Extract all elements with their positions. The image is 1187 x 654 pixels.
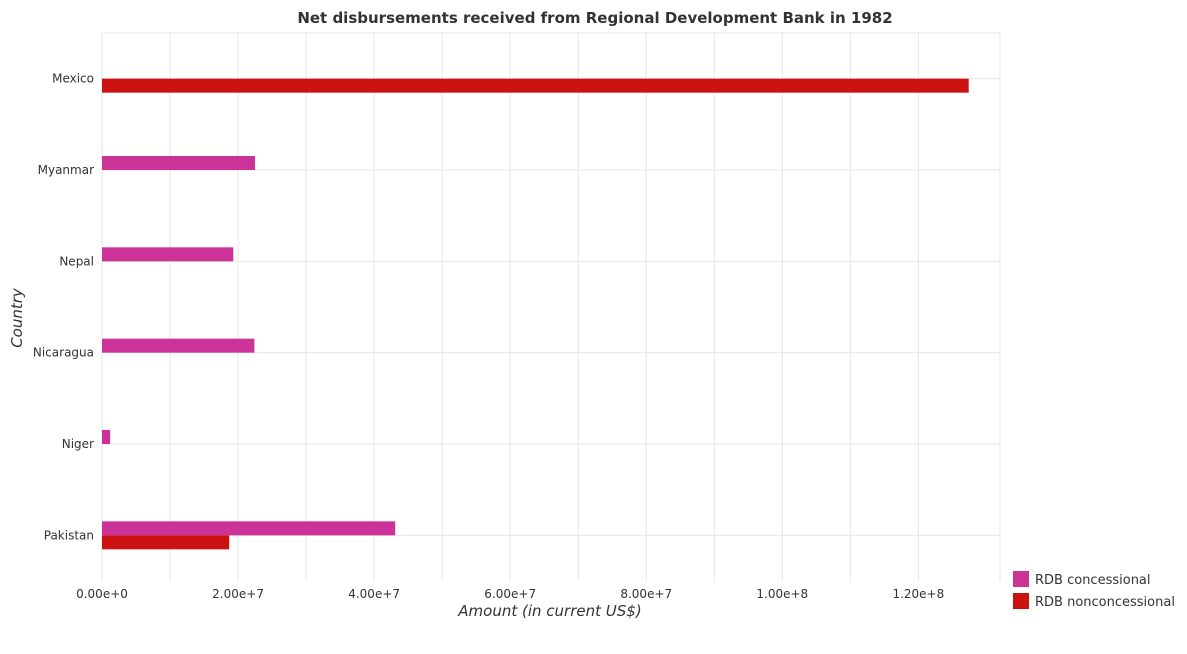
- y-axis: Mexico Myanmar Nepal Nicaragua Niger Pakistan: [33, 72, 94, 543]
- x-axis-title: Amount (in current US$): [457, 602, 641, 620]
- legend: RDB concessional RDB nonconcessional: [1013, 571, 1175, 610]
- y-tick-label-niger: Niger: [62, 437, 94, 451]
- x-tick-label: 4.00e+7: [348, 587, 400, 601]
- y-tick-label-nepal: Nepal: [59, 254, 94, 268]
- chart-title: Net disbursements received from Regional…: [297, 9, 892, 27]
- bar-niger-concessional: [102, 430, 110, 444]
- x-tick-label: 0.00e+0: [76, 587, 128, 601]
- bar-pakistan-nonconcessional: [102, 535, 229, 549]
- x-tick-label: 2.00e+7: [212, 587, 264, 601]
- y-axis-title: Country: [8, 287, 26, 348]
- y-tick-label-nicaragua: Nicaragua: [33, 346, 94, 360]
- y-tick-label-mexico: Mexico: [52, 72, 94, 86]
- y-tick-label-pakistan: Pakistan: [44, 528, 94, 542]
- x-tick-label: 8.00e+7: [620, 587, 672, 601]
- bar-pakistan-concessional: [102, 521, 395, 535]
- y-tick-label-myanmar: Myanmar: [38, 163, 94, 177]
- x-tick-label: 1.00e+8: [756, 587, 808, 601]
- legend-swatch-concessional: [1013, 571, 1029, 587]
- bar-mexico-nonconcessional: [102, 79, 969, 93]
- bar-nepal-concessional: [102, 247, 233, 261]
- bar-myanmar-concessional: [102, 156, 255, 170]
- legend-label-nonconcessional: RDB nonconcessional: [1035, 595, 1175, 610]
- x-axis: 0.00e+0 2.00e+7 4.00e+7 6.00e+7 8.00e+7 1.00e…: [76, 587, 944, 601]
- grid: [102, 33, 1000, 581]
- legend-label-concessional: RDB concessional: [1035, 573, 1151, 588]
- x-tick-label: 1.20e+8: [892, 587, 944, 601]
- bar-nicaragua-concessional: [102, 339, 254, 353]
- legend-swatch-nonconcessional: [1013, 593, 1029, 609]
- x-tick-label: 6.00e+7: [484, 587, 536, 601]
- bars: [102, 79, 969, 550]
